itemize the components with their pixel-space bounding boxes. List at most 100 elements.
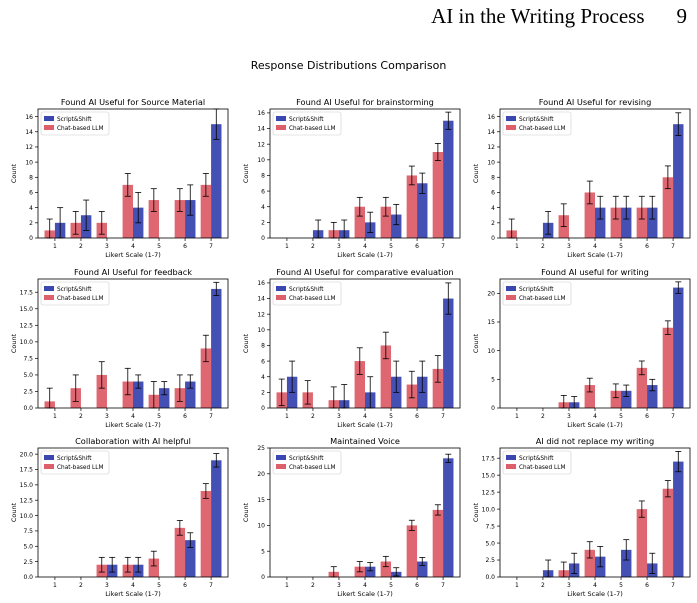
x-tick-label: 1 xyxy=(53,582,57,589)
chat-llm-bar xyxy=(584,192,595,238)
chat-llm-bar xyxy=(584,549,595,577)
chart-panel-4: Found AI Useful for feedback 0.0 2.5 5.0 7.5… xyxy=(10,267,229,429)
y-tick-label: 10 xyxy=(257,157,265,164)
y-tick-label: 2 xyxy=(491,220,495,227)
script-shift-bar xyxy=(391,214,402,238)
legend-swatch xyxy=(44,286,54,291)
chat-llm-bar xyxy=(406,525,418,577)
script-shift-bar xyxy=(443,120,454,238)
y-tick-label: 5 xyxy=(261,548,265,555)
y-tick-label: 12.5 xyxy=(20,497,34,504)
script-shift-bar xyxy=(647,385,658,408)
y-tick-label: 5 xyxy=(491,377,495,384)
y-tick-label: 5.0 xyxy=(23,543,33,550)
script-shift-bar xyxy=(621,390,632,408)
chart-title: Found AI Useful for comparative evaluati… xyxy=(276,267,453,277)
script-shift-bar xyxy=(621,549,632,577)
legend-swatch xyxy=(276,116,286,121)
x-axis-label: Likert Scale (1-7) xyxy=(337,590,393,598)
x-tick-label: 2 xyxy=(541,582,545,589)
x-tick-label: 4 xyxy=(131,582,135,589)
x-tick-label: 7 xyxy=(209,413,213,420)
y-tick-label: 2.5 xyxy=(23,389,33,396)
chat-llm-bar xyxy=(174,200,186,238)
legend-label: Chat-based LLM xyxy=(289,465,335,471)
chart-panel-2: Found AI Useful for brainstorming 0 2 4 6 8 10… xyxy=(242,97,461,259)
chat-llm-bar xyxy=(354,361,365,408)
script-shift-bar xyxy=(673,124,684,238)
legend-swatch xyxy=(506,116,516,121)
x-tick-label: 6 xyxy=(415,582,419,589)
chart-title: Collaboration with AI helpful xyxy=(75,436,191,446)
x-tick-label: 3 xyxy=(567,582,571,589)
x-tick-label: 3 xyxy=(105,243,109,250)
x-tick-label: 6 xyxy=(183,413,187,420)
x-tick-label: 6 xyxy=(645,243,649,250)
x-tick-label: 7 xyxy=(441,582,445,589)
y-tick-label: 17.5 xyxy=(482,455,496,462)
y-tick-label: 10.0 xyxy=(20,339,34,346)
x-tick-label: 7 xyxy=(671,413,675,420)
y-tick-label: 10 xyxy=(487,159,495,166)
x-tick-label: 6 xyxy=(183,582,187,589)
y-tick-label: 0 xyxy=(491,235,495,242)
script-shift-bar xyxy=(647,207,658,238)
x-tick-label: 2 xyxy=(79,582,83,589)
y-tick-label: 14 xyxy=(257,296,265,303)
x-tick-label: 7 xyxy=(441,243,445,250)
legend-box xyxy=(40,111,110,136)
x-axis-label: Likert Scale (1-7) xyxy=(567,421,623,429)
legend-swatch xyxy=(506,295,516,300)
legend-label: Chat-based LLM xyxy=(57,465,103,471)
chat-llm-bar xyxy=(636,509,648,577)
y-tick-label: 12 xyxy=(487,144,495,151)
y-tick-label: 4 xyxy=(261,204,265,211)
y-tick-label: 7.5 xyxy=(23,356,33,363)
axes-frame xyxy=(499,447,691,578)
chat-llm-bar xyxy=(354,206,365,238)
x-tick-label: 5 xyxy=(157,413,161,420)
y-axis-label: Count xyxy=(242,163,250,183)
legend-swatch xyxy=(506,125,516,130)
y-tick-label: 15 xyxy=(257,497,265,504)
x-tick-label: 1 xyxy=(285,582,289,589)
y-tick-label: 12.5 xyxy=(482,489,496,496)
legend-label: Chat-based LLM xyxy=(289,296,335,302)
y-tick-label: 2.5 xyxy=(23,559,33,566)
y-tick-label: 16 xyxy=(487,114,495,121)
legend-box xyxy=(502,450,572,475)
y-tick-label: 20.0 xyxy=(20,451,34,458)
script-shift-bar xyxy=(211,460,222,577)
legend-label: Chat-based LLM xyxy=(519,296,565,302)
y-tick-label: 20 xyxy=(257,471,265,478)
legend-label: Chat-based LLM xyxy=(57,296,103,302)
y-tick-label: 0.0 xyxy=(23,574,33,581)
x-tick-label: 4 xyxy=(131,413,135,420)
legend-box xyxy=(272,281,342,306)
y-tick-label: 0 xyxy=(491,405,495,412)
x-axis-label: Likert Scale (1-7) xyxy=(337,421,393,429)
x-axis-label: Likert Scale (1-7) xyxy=(567,590,623,598)
legend-box xyxy=(502,281,572,306)
y-tick-label: 17.5 xyxy=(20,467,34,474)
y-tick-label: 4 xyxy=(29,205,33,212)
y-axis-label: Count xyxy=(472,333,480,353)
chart-title: Found AI Useful for Source Material xyxy=(61,97,205,107)
legend-label: Chat-based LLM xyxy=(57,126,103,132)
x-tick-label: 2 xyxy=(311,413,315,420)
legend-swatch xyxy=(44,464,54,469)
chart-panel-5: Found AI Useful for comparative evaluati… xyxy=(242,267,461,429)
x-tick-label: 5 xyxy=(389,582,393,589)
axes-frame xyxy=(269,108,461,239)
x-tick-label: 1 xyxy=(515,413,519,420)
x-tick-label: 4 xyxy=(363,243,367,250)
x-tick-label: 2 xyxy=(311,243,315,250)
x-tick-label: 4 xyxy=(593,243,597,250)
legend-swatch xyxy=(276,455,286,460)
script-shift-bar xyxy=(673,287,684,408)
chart-panel-6: Found AI useful for writing 0 5 10 15 20 1 2 3 4 5… xyxy=(472,267,691,429)
chat-llm-bar xyxy=(148,558,160,577)
chat-llm-bar xyxy=(432,368,444,408)
chat-llm-bar xyxy=(174,527,186,577)
